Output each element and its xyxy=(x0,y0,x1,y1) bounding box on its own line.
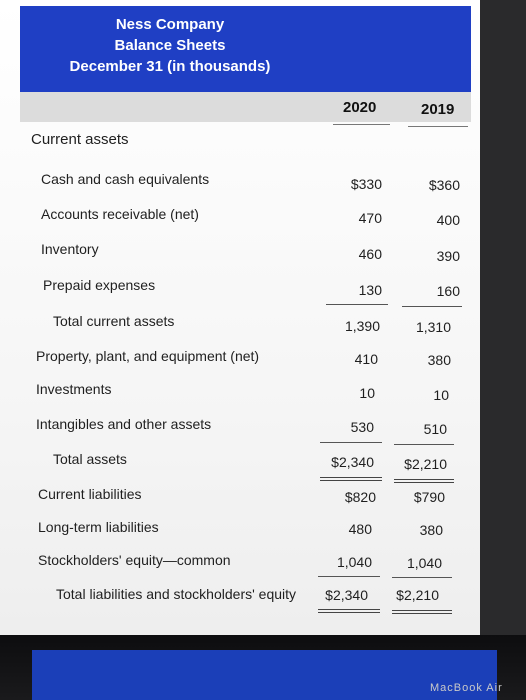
statement-title: Balance Sheets xyxy=(114,37,226,54)
row-current-liabilities-2019: $790 xyxy=(413,489,445,505)
row-total-le-label: Total liabilities and stockholders' equi… xyxy=(56,586,297,602)
total-assets-rule-2019 xyxy=(394,444,454,445)
row-intangibles-2019: 510 xyxy=(423,421,447,437)
row-prepaid-2020: 130 xyxy=(358,282,382,298)
row-total-le-2019: $2,210 xyxy=(396,587,439,603)
subtotal-rule-2019 xyxy=(402,306,462,307)
row-long-term-2020: 480 xyxy=(348,521,372,537)
row-total-current-assets-2019: 1,310 xyxy=(415,319,451,335)
row-current-liabilities-2020: $820 xyxy=(344,489,376,505)
row-inventory-label: Inventory xyxy=(41,241,99,257)
row-ppe-2020: 410 xyxy=(354,351,378,367)
total-assets-double-rule-2020 xyxy=(320,477,382,481)
total-le-double-rule-2019 xyxy=(392,610,452,614)
row-investments-2019: 10 xyxy=(433,387,449,403)
row-cash-2020: $330 xyxy=(350,176,382,192)
row-ppe-2019: 380 xyxy=(427,352,451,368)
row-total-assets-label: Total assets xyxy=(53,451,127,467)
row-inventory-2019: 390 xyxy=(436,248,460,264)
row-investments-label: Investments xyxy=(36,381,112,397)
row-ar-label: Accounts receivable (net) xyxy=(41,206,199,222)
row-ar-2020: 470 xyxy=(358,210,382,226)
row-cash-2019: $360 xyxy=(428,177,460,193)
row-prepaid-2019: 160 xyxy=(436,283,460,299)
statement-date: December 31 (in thousands) xyxy=(69,58,271,75)
screen-bottom-strip xyxy=(32,650,497,700)
column-underline-2019 xyxy=(408,126,468,127)
row-investments-2020: 10 xyxy=(359,385,375,401)
total-assets-double-rule-2019 xyxy=(394,479,454,483)
subtotal-rule-2020 xyxy=(326,304,388,305)
row-cash-label: Cash and cash equivalents xyxy=(41,171,210,187)
row-long-term-2019: 380 xyxy=(419,522,443,538)
column-header-bar xyxy=(20,92,471,122)
total-le-double-rule-2020 xyxy=(318,609,380,613)
row-ar-2019: 400 xyxy=(436,212,460,228)
row-ppe-label: Property, plant, and equipment (net) xyxy=(36,348,260,364)
row-total-assets-2019: $2,210 xyxy=(404,456,447,472)
row-total-assets-2020: $2,340 xyxy=(331,454,374,470)
row-inventory-2020: 460 xyxy=(358,246,382,262)
row-intangibles-2020: 530 xyxy=(350,419,374,435)
total-le-rule-2019 xyxy=(392,577,452,578)
statement-header: Ness Company Balance Sheets December 31 … xyxy=(20,6,471,92)
balance-sheet-page: Ness Company Balance Sheets December 31 … xyxy=(0,0,480,635)
row-total-le-2020: $2,340 xyxy=(325,587,368,603)
column-year-2019: 2019 xyxy=(421,101,455,118)
total-assets-rule-2020 xyxy=(320,442,382,443)
row-current-liabilities-label: Current liabilities xyxy=(38,486,142,502)
row-total-current-assets-label: Total current assets xyxy=(53,313,175,329)
column-year-2020: 2020 xyxy=(343,99,377,116)
row-equity-2019: 1,040 xyxy=(406,555,442,571)
section-current-assets: Current assets xyxy=(31,131,129,148)
total-le-rule-2020 xyxy=(318,576,380,577)
laptop-brand-label: MacBook Air xyxy=(430,682,503,694)
row-equity-label: Stockholders' equity—common xyxy=(38,552,231,568)
row-total-current-assets-2020: 1,390 xyxy=(344,318,380,334)
row-equity-2020: 1,040 xyxy=(336,554,372,570)
row-intangibles-label: Intangibles and other assets xyxy=(36,416,212,432)
company-name: Ness Company xyxy=(115,16,225,33)
row-long-term-label: Long-term liabilities xyxy=(38,519,159,535)
column-underline-2020 xyxy=(333,124,390,125)
row-prepaid-label: Prepaid expenses xyxy=(43,277,156,293)
